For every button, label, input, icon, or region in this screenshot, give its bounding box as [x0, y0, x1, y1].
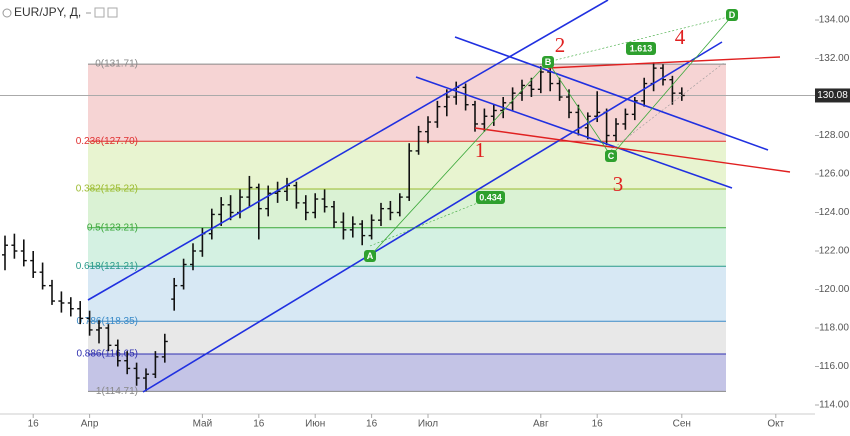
x-tick-label: Май [193, 419, 213, 430]
x-tick-label: 16 [253, 419, 265, 430]
fib-band [88, 189, 726, 228]
channel-line [87, 0, 609, 301]
ratio-label: 0.434 [479, 192, 502, 202]
ratio-label: 1.613 [630, 43, 653, 53]
wave-label: 4 [675, 25, 686, 49]
fib-label: 0.5(123.21) [87, 222, 138, 233]
header: EUR/JPY, Д, [2, 5, 118, 19]
x-tick-label: 16 [28, 419, 40, 430]
fib-label: 0.236(127.70) [76, 136, 138, 147]
y-tick-label: 126.00 [819, 169, 850, 180]
abcd-line [610, 15, 733, 157]
fib-band [88, 227, 726, 267]
close-button[interactable] [107, 7, 118, 18]
drawings [87, 0, 791, 393]
y-tick-label: 118.00 [819, 323, 849, 334]
ratio-box [626, 42, 656, 55]
x-tick-label: Июл [418, 419, 438, 430]
ratio-line [369, 197, 491, 247]
annotations: 1 2 3 4 A B C D 0.434 1.613 [364, 9, 738, 262]
last-price-box [815, 88, 850, 103]
y-tick-label: 122.00 [819, 246, 850, 257]
point-label: B [545, 57, 552, 67]
fib-label: 1(114.71) [96, 386, 138, 397]
channel-line [142, 41, 723, 393]
y-tick-label: 116.00 [819, 361, 849, 372]
ratio-box [476, 191, 505, 204]
x-tick-label: 16 [592, 419, 604, 430]
x-tick-label: Июн [305, 419, 325, 430]
point-label: A [367, 251, 374, 261]
fib-band [88, 353, 726, 392]
trend-line [474, 127, 791, 173]
wave-label: 3 [613, 172, 624, 196]
abcd-line [369, 61, 549, 257]
wave-label: 1 [475, 138, 486, 162]
last-price-label: 130.08 [817, 90, 848, 101]
fib-band [88, 321, 726, 354]
trend-line [547, 56, 781, 69]
chart-title: EUR/JPY, Д, [14, 5, 81, 19]
x-tick-label: Окт [767, 419, 784, 430]
y-tick-label: 120.00 [819, 284, 850, 295]
point-marker [364, 250, 376, 262]
x-tick-label: Сен [673, 419, 691, 430]
fib-band [88, 266, 726, 322]
x-tick-label: Авг [533, 419, 549, 430]
fib-label: 0.382(125.22) [76, 184, 138, 195]
channel-line [415, 76, 733, 189]
price-axis [815, 0, 850, 431]
wave-label: 2 [555, 33, 566, 57]
point-label: C [608, 151, 615, 161]
x-tick-label: 16 [366, 419, 378, 430]
fib-label: 0.618(121.21) [76, 261, 138, 272]
point-marker [542, 56, 554, 68]
fib-label: 0(131.71) [95, 59, 138, 70]
y-tick-label: 124.00 [819, 207, 850, 218]
point-label: D [729, 10, 736, 20]
fib-band [88, 64, 726, 142]
settings-button[interactable] [94, 7, 105, 18]
fib-band [88, 141, 726, 190]
point-marker [726, 9, 738, 21]
ratio-line [610, 61, 726, 151]
fib-label: 0.786(118.35) [76, 316, 138, 327]
fib-label: 0.886(116.65) [76, 349, 138, 360]
channel-line [454, 36, 769, 151]
y-tick-label: 128.00 [819, 130, 850, 141]
symbol-icon [2, 8, 12, 18]
point-marker [605, 150, 617, 162]
fib-bands: 0(131.71) 0.236(127.70) 0.382(125.22) 0.5(1… [0, 59, 815, 397]
y-tick-label: 132.00 [819, 53, 850, 64]
y-tick-label: 114.00 [819, 400, 849, 411]
x-tick-label: Апр [81, 419, 99, 430]
y-tick-label: 134.00 [819, 15, 850, 26]
abcd-line [547, 61, 612, 157]
